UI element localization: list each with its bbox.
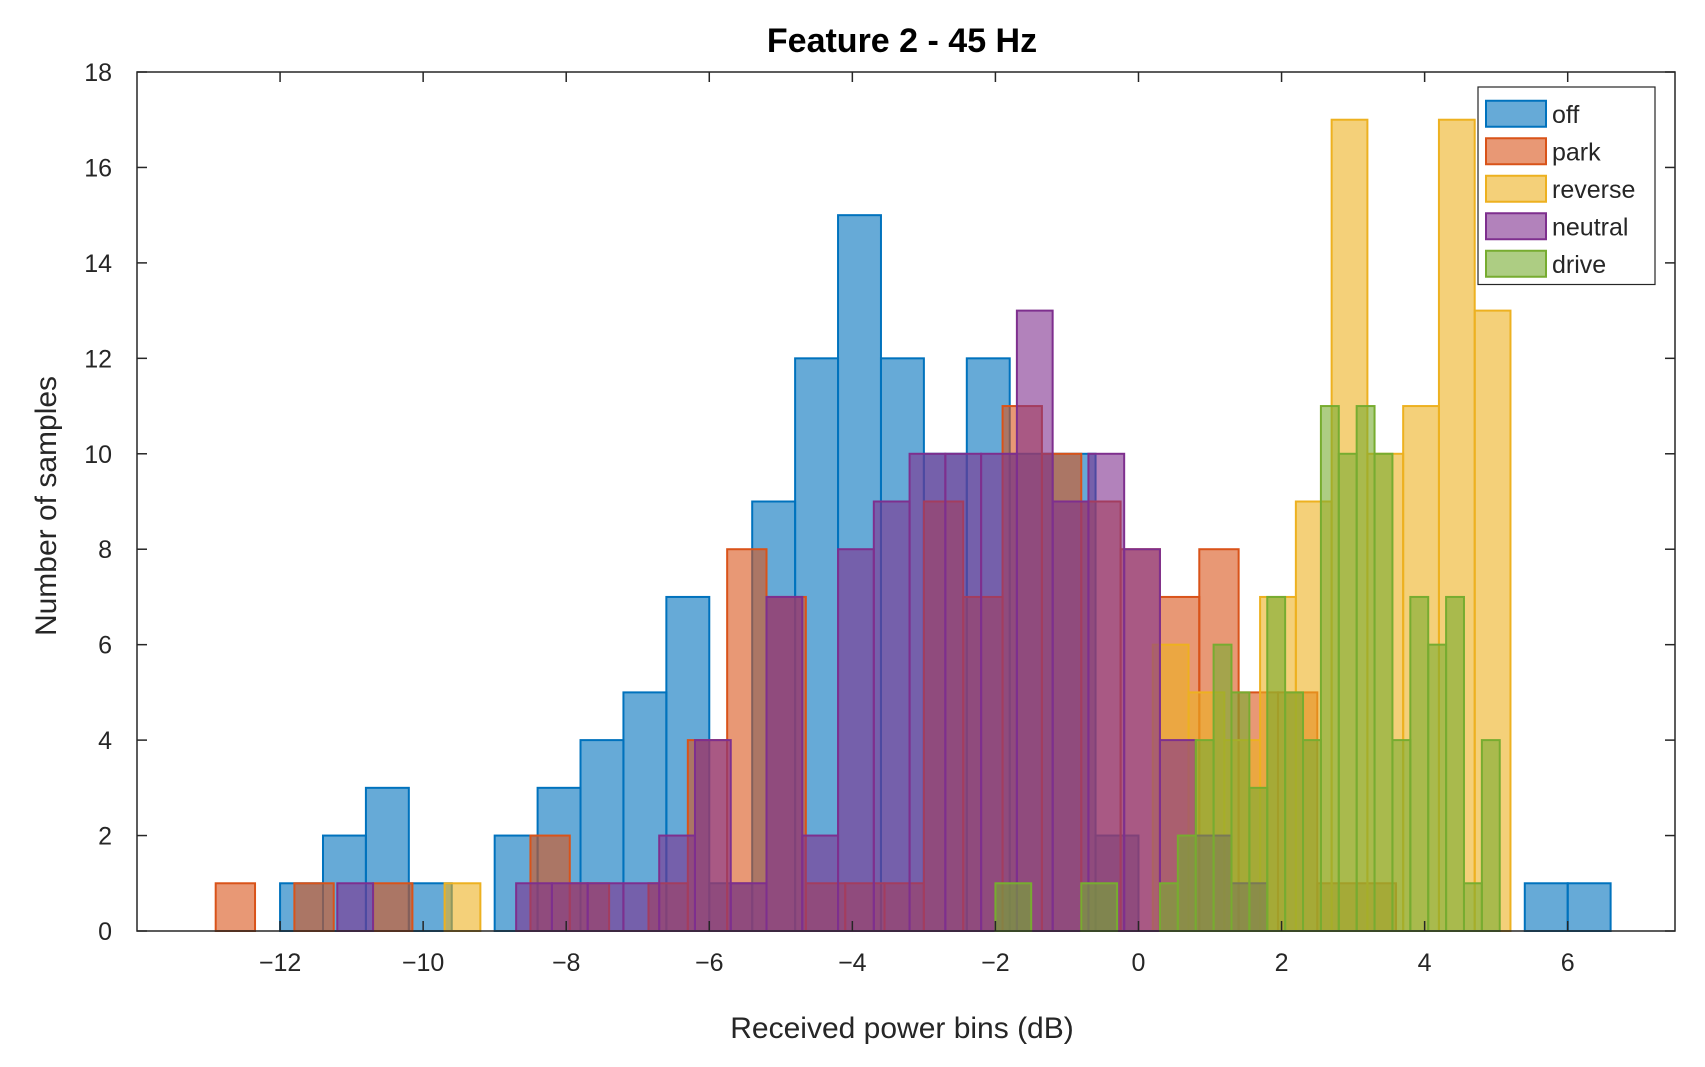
legend-label-neutral: neutral <box>1552 213 1628 241</box>
x-tick-label: −8 <box>552 949 581 977</box>
bar-park-0 <box>214 882 257 932</box>
bar-neutral-16 <box>1051 500 1090 932</box>
x-tick-label: 6 <box>1561 949 1575 977</box>
legend: off park reverse neutral drive <box>1477 86 1656 286</box>
bar-drive-10 <box>1302 739 1322 932</box>
bar-drive-12 <box>1337 452 1358 932</box>
y-tick-label: 8 <box>98 536 112 564</box>
bar-drive-18 <box>1445 595 1465 932</box>
bar-drive-19 <box>1462 882 1483 932</box>
y-tick-label: 18 <box>84 59 112 87</box>
bar-neutral-7 <box>729 882 768 932</box>
bar-drive-20 <box>1480 739 1501 932</box>
x-tick-label: −2 <box>981 949 1010 977</box>
bar-drive-8 <box>1266 595 1287 932</box>
bar-neutral-12 <box>908 452 947 932</box>
bar-park-7 <box>726 548 768 932</box>
series-drive <box>994 405 1501 933</box>
legend-swatch-drive <box>1485 249 1547 278</box>
bar-neutral-8 <box>765 595 804 932</box>
legend-swatch-off <box>1485 99 1547 128</box>
y-tick-label: 6 <box>98 632 112 660</box>
bars-layer <box>214 118 1612 933</box>
bar-drive-7 <box>1248 786 1269 932</box>
x-tick-label: 2 <box>1275 949 1289 977</box>
y-tick-label: 10 <box>84 441 112 469</box>
y-tick-label: 16 <box>84 154 112 182</box>
x-tick-label: 0 <box>1132 949 1146 977</box>
y-tick-label: 2 <box>98 823 112 851</box>
bar-neutral-15 <box>1015 309 1054 933</box>
axes-layer: −12 −10 −8 −6 −4 −2 0 2 4 6 0 2 4 6 8 10 12 14 16 18 <box>84 59 1676 977</box>
legend-label-off: off <box>1552 101 1579 129</box>
bar-off-21 <box>1566 882 1612 932</box>
bar-park-1 <box>293 882 335 932</box>
y-tick-label: 4 <box>98 727 112 755</box>
bar-neutral-6 <box>693 739 732 932</box>
bar-drive-1 <box>1080 882 1119 932</box>
x-axis-label: Received power bins (dB) <box>730 1012 1074 1045</box>
x-tick-label: −12 <box>259 949 301 977</box>
y-tick-label: 0 <box>98 918 112 946</box>
bar-neutral-5 <box>658 834 696 932</box>
bar-neutral-2 <box>550 882 589 932</box>
bar-neutral-0 <box>336 882 375 932</box>
axes-box <box>136 71 1676 932</box>
x-tick-label: −10 <box>402 949 444 977</box>
bar-reverse-0 <box>443 882 482 932</box>
legend-swatch-neutral <box>1485 212 1547 241</box>
bar-off-20 <box>1523 882 1569 932</box>
x-tick-label: −6 <box>695 949 724 977</box>
x-tick-label: −4 <box>838 949 867 977</box>
bar-neutral-3 <box>586 882 625 932</box>
x-tick-label: 4 <box>1418 949 1432 977</box>
bar-drive-13 <box>1355 405 1376 932</box>
y-axis-label: Number of samples <box>30 376 63 636</box>
legend-label-park: park <box>1552 138 1601 166</box>
bar-drive-5 <box>1212 643 1233 933</box>
bar-neutral-10 <box>837 548 875 932</box>
bar-drive-17 <box>1427 643 1448 933</box>
bar-drive-6 <box>1230 691 1251 933</box>
bar-drive-14 <box>1373 452 1394 932</box>
legend-swatch-park <box>1485 137 1547 166</box>
bar-drive-0 <box>994 882 1033 932</box>
bar-drive-9 <box>1284 691 1305 933</box>
bar-neutral-18 <box>1123 548 1161 932</box>
bar-neutral-1 <box>515 882 553 932</box>
legend-label-reverse: reverse <box>1552 176 1635 204</box>
bar-drive-15 <box>1391 739 1412 932</box>
bar-neutral-13 <box>944 452 983 932</box>
legend-label-drive: drive <box>1552 251 1606 279</box>
y-tick-label: 14 <box>84 250 112 278</box>
y-tick-label: 12 <box>84 345 112 373</box>
bar-drive-2 <box>1158 882 1179 932</box>
legend-swatch-reverse <box>1485 174 1547 203</box>
chart-title: Feature 2 - 45 Hz <box>767 22 1037 60</box>
bar-neutral-9 <box>801 834 840 932</box>
bar-drive-3 <box>1176 834 1197 932</box>
bar-neutral-14 <box>980 452 1018 932</box>
bar-neutral-17 <box>1087 452 1126 932</box>
bar-neutral-4 <box>622 882 661 932</box>
bar-drive-4 <box>1194 739 1215 932</box>
bar-drive-11 <box>1319 405 1340 932</box>
bar-park-2 <box>372 882 414 932</box>
bar-drive-16 <box>1409 595 1430 932</box>
bar-neutral-11 <box>872 500 911 932</box>
